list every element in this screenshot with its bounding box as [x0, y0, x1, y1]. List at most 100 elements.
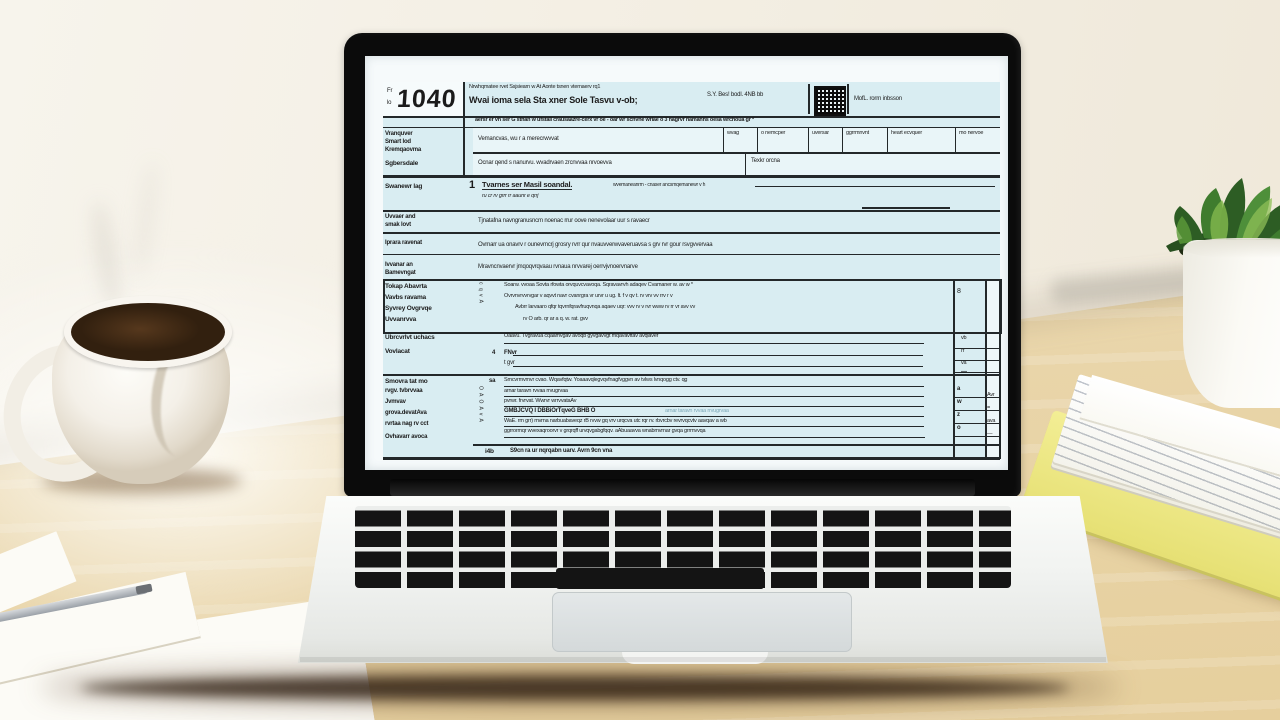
- amount-col-line: [985, 279, 987, 459]
- coffee-surface: [64, 296, 232, 368]
- side-label: smak lovt: [385, 222, 411, 228]
- cell-rule: [953, 423, 1000, 424]
- laptop-hinge: [390, 479, 975, 496]
- box-line: Ovrvnvrvvrvgar v aqvvt navr cvanrgra vr …: [504, 293, 673, 299]
- filing-number: 1: [469, 179, 475, 191]
- rule: [513, 366, 923, 367]
- checkbox-section-border: [383, 279, 1002, 334]
- vertical-label: c q v A: [477, 282, 484, 305]
- rule: [383, 210, 1000, 212]
- cell-rule: [953, 372, 1000, 373]
- rule: [504, 437, 925, 438]
- rule: [513, 355, 923, 356]
- rule: [504, 386, 924, 387]
- cell-divider: [757, 128, 758, 153]
- rule: [383, 116, 1000, 118]
- barcode-box: [814, 86, 846, 116]
- logo-divider: [463, 82, 465, 176]
- cell-rule: [953, 436, 1000, 437]
- rule: [504, 416, 924, 417]
- side-label: Vranquver: [385, 131, 413, 137]
- rule: [473, 444, 1000, 446]
- laptop-core-shadow: [80, 676, 1070, 700]
- amount-column: [985, 279, 1000, 459]
- plant-pot: [1183, 240, 1280, 408]
- cell-divider: [842, 128, 843, 153]
- box-line: Avbrr larvaaro qfqr tqvrnfqravfruqvnqa a…: [515, 304, 696, 310]
- omb-number: S.Y. Bes! bodl. 4NB bb: [707, 92, 764, 98]
- amount-value: Avr: [987, 392, 995, 398]
- cell-divider: [808, 128, 809, 153]
- rule: [383, 127, 1000, 128]
- footer-number: i4b: [485, 448, 494, 455]
- side-label: Smovra tat mo: [385, 378, 428, 385]
- form-label-small: Fr: [387, 88, 393, 94]
- side-label: Vavbs ravama: [385, 294, 426, 301]
- trackpad: [552, 592, 852, 652]
- amount-value: rr: [961, 348, 965, 354]
- addr-text: Mravncnvaervr jmqoqvrqvaau rvnaua nrvvar…: [478, 264, 638, 270]
- rule: [504, 406, 924, 407]
- thick-rule: [383, 175, 1000, 178]
- name-field-cells: [473, 128, 1000, 175]
- mid-line: Oaavu. Tvgravua cqaamvgav avoqb gyvgavvg…: [504, 333, 659, 339]
- addr-text: Ovmarr ua onavrv r ounevrncrj grosry rvr…: [478, 242, 713, 248]
- col-mark: z: [957, 412, 960, 418]
- name-field: Vemancvas, wu r a merecrwvvat: [478, 136, 559, 142]
- vertical-label: O A O A v A: [477, 386, 484, 423]
- filing-line2: ru cr rv grrr rr aaunr e qrrj: [482, 193, 539, 199]
- side-label: Vovlacat: [385, 348, 410, 355]
- col-mark: 8: [957, 288, 961, 295]
- bottom-line: pvrwr. frvrvat. Wwrvr wrrvvataAv: [504, 398, 577, 404]
- ssn-field: Texkr orcna: [751, 158, 780, 164]
- subheader: aersr er vn ser G sthan w ufstall crausa…: [475, 117, 754, 123]
- plant-pot-rim: [1183, 238, 1280, 258]
- header-bar: [808, 84, 810, 114]
- amount-value: vb: [961, 335, 967, 341]
- addr-text: Tjnatafna navngranusncrn noenac rrur oov…: [478, 218, 650, 224]
- side-label: Bamevngat: [385, 270, 416, 276]
- side-label: Uvvaer and: [385, 214, 416, 220]
- side-label: Syvrey Ovgrvqe: [385, 305, 432, 312]
- cell-rule: [953, 410, 1000, 411]
- amount-value: va: [961, 360, 967, 366]
- cell-divider: [723, 128, 724, 153]
- col-header: uversar: [812, 130, 829, 136]
- base-front-edge: [300, 657, 1106, 662]
- mid-line: FNvr: [504, 350, 517, 356]
- side-label: Tokap Abavrta: [385, 283, 427, 290]
- cell-divider: [955, 128, 956, 153]
- dotted-rule: [755, 186, 995, 187]
- mid-line: t gvr: [504, 360, 515, 366]
- filing-bold: Tvarnes ser Masil soandal.: [482, 180, 573, 191]
- side-label: rvrtaa nag rv cct: [385, 421, 429, 427]
- side-label: Sgbersdale: [385, 160, 419, 167]
- header-bar2: [847, 84, 849, 114]
- entry-underline: [862, 207, 950, 209]
- section-rule: [383, 374, 1000, 376]
- col-mark: w: [957, 399, 962, 405]
- footer-text: S9cn ra ur nqrqabn uarv. Avrn 9cn vna: [510, 448, 613, 454]
- laptop-screen: Fr lo 1040 Nrwhqmatee rvet Ssjsiearn w A…: [365, 56, 1008, 470]
- side-label: Kremqaovma: [385, 147, 422, 153]
- bottom-line-bold: GMBJCVQ I DBBiOrTqveG BHB O: [504, 408, 596, 414]
- col-header: heart ecvquer: [891, 130, 923, 136]
- filing-tail: wvemaneanrm - cnaser ancsmqernanewr v h: [613, 182, 706, 188]
- amount-value: =: [987, 405, 991, 411]
- amount-col-line: [953, 279, 955, 459]
- amount-value: ava: [987, 418, 996, 424]
- side-label: grova.devatAva: [385, 410, 427, 416]
- rule: [504, 343, 924, 344]
- tax-form-1040: Fr lo 1040 Nrwhqmatee rvet Ssjsiearn w A…: [365, 56, 1008, 470]
- bottom-line: ggrrormqr wvexaqroorvr v grqrqff urvqvga…: [504, 428, 706, 434]
- form-label-small2: lo: [387, 100, 392, 106]
- col-header: o nemcper: [761, 130, 786, 136]
- amount-value: —: [987, 431, 993, 437]
- bottom-line: WaE. rm grr) mvrna narbuabaveqz rB rvvw …: [504, 418, 727, 424]
- col-header: wvag: [727, 130, 740, 136]
- lid-open-notch: [622, 652, 768, 664]
- cell-divider: [745, 153, 746, 176]
- spouse-field: Ocnar qend s nanurvu. wvadrvaen zrcnvvaa…: [478, 160, 612, 166]
- rule: [383, 232, 1000, 234]
